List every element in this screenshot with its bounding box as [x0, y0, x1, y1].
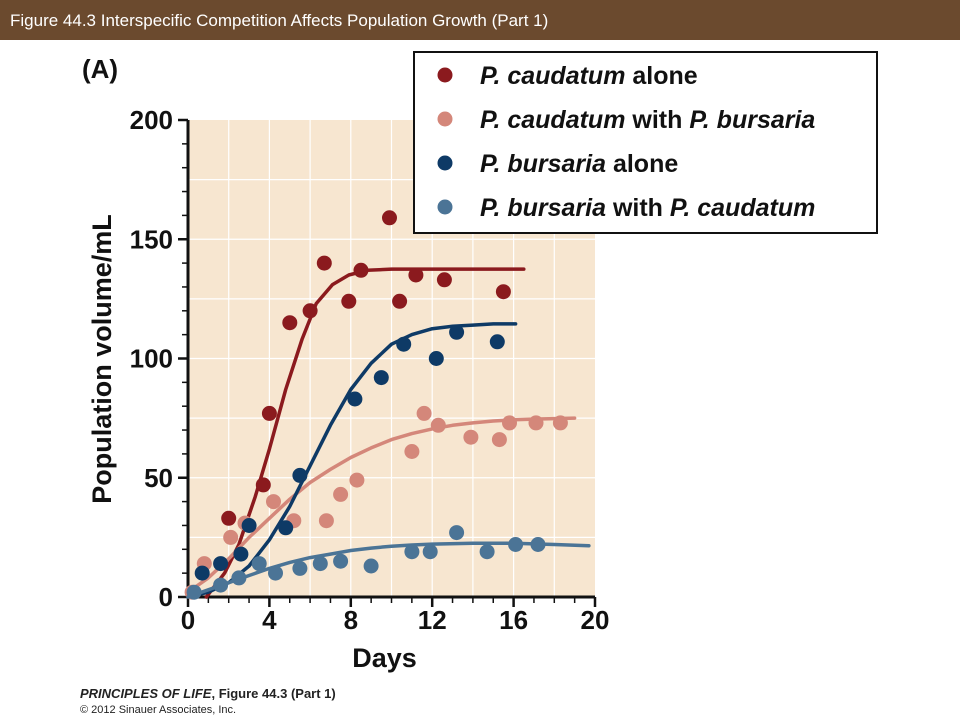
- legend-label-part: alone: [606, 150, 678, 178]
- data-point: [233, 546, 249, 562]
- data-point: [347, 391, 363, 407]
- x-tick-label: 0: [181, 605, 195, 635]
- legend-label: P. bursaria with P. caudatum: [480, 194, 815, 222]
- data-point: [223, 529, 239, 545]
- legend-marker: [437, 67, 453, 83]
- data-point: [404, 544, 420, 560]
- legend-label-part: alone: [625, 62, 697, 90]
- y-tick-label: 0: [159, 582, 173, 612]
- data-point: [266, 494, 281, 510]
- data-point: [430, 417, 446, 433]
- legend-box: [413, 51, 878, 234]
- data-point: [312, 556, 328, 572]
- data-point: [349, 472, 365, 488]
- data-point: [428, 351, 444, 366]
- fit-curve: [204, 267, 526, 599]
- y-tick-label: 100: [130, 344, 173, 374]
- data-point: [508, 537, 524, 552]
- legend-label-part: P. bursaria: [689, 106, 815, 134]
- data-point: [396, 336, 412, 352]
- data-point: [502, 415, 517, 431]
- data-point: [318, 513, 334, 529]
- data-point: [292, 560, 308, 576]
- figure-title: Figure 44.3 Interspecific Competition Af…: [10, 11, 549, 30]
- data-point: [373, 370, 389, 386]
- title-bar: Figure 44.3 Interspecific Competition Af…: [0, 0, 960, 40]
- data-point: [408, 267, 424, 283]
- data-point: [530, 537, 546, 552]
- series-1: [204, 210, 526, 599]
- y-tick-label: 50: [144, 463, 173, 493]
- data-point: [261, 405, 277, 421]
- data-point: [241, 518, 257, 533]
- data-point: [422, 544, 438, 560]
- data-point: [268, 565, 283, 581]
- data-point: [392, 293, 408, 309]
- legend-marker: [437, 155, 453, 171]
- data-point: [416, 405, 432, 421]
- legend-label-part: P. caudatum: [480, 106, 625, 134]
- legend-label: P. caudatum alone: [480, 62, 698, 90]
- x-axis-label: Days: [352, 643, 417, 673]
- data-point: [278, 520, 294, 536]
- data-point: [363, 558, 379, 574]
- x-tick-label: 4: [262, 605, 277, 635]
- data-point: [436, 272, 452, 288]
- x-tick-label: 20: [581, 605, 610, 635]
- footer-figure-ref: , Figure 44.3 (Part 1): [211, 686, 336, 701]
- legend-marker: [437, 111, 453, 127]
- legend-label-part: P. caudatum: [670, 194, 815, 222]
- data-point: [255, 477, 271, 493]
- panel-label: (A): [82, 54, 118, 84]
- legend-label: P. bursaria alone: [480, 150, 678, 178]
- data-point: [404, 444, 420, 459]
- data-point: [194, 565, 210, 581]
- data-point: [302, 303, 318, 319]
- data-point: [186, 584, 202, 600]
- legend-label-part: P. bursaria: [480, 150, 606, 178]
- data-point: [213, 577, 229, 593]
- footer-credit: PRINCIPLES OF LIFE, Figure 44.3 (Part 1): [80, 686, 336, 701]
- data-point: [341, 293, 357, 309]
- data-point: [528, 415, 544, 431]
- data-point: [463, 429, 479, 445]
- data-point: [495, 284, 511, 300]
- footer-copyright: © 2012 Sinauer Associates, Inc.: [80, 704, 237, 716]
- y-tick-label: 150: [130, 224, 173, 254]
- data-point: [552, 415, 568, 431]
- y-tick-label: 200: [130, 105, 173, 135]
- legend-label-part: with: [606, 194, 670, 222]
- data-point: [382, 210, 397, 226]
- data-point: [353, 262, 369, 278]
- data-point: [449, 324, 465, 340]
- data-point: [282, 315, 298, 331]
- legend-label: P. caudatum with P. bursaria: [480, 106, 815, 134]
- legend-label-part: P. caudatum: [480, 62, 625, 90]
- data-point: [231, 570, 247, 586]
- data-point: [489, 334, 505, 350]
- x-tick-label: 8: [344, 605, 358, 635]
- x-tick-label: 16: [499, 605, 528, 635]
- data-point: [316, 255, 332, 271]
- data-point: [292, 467, 308, 483]
- legend-marker: [437, 199, 453, 215]
- x-tick-label: 12: [418, 605, 447, 635]
- data-point: [449, 525, 465, 541]
- series-4: [186, 525, 591, 600]
- data-point: [333, 486, 349, 502]
- data-point: [221, 510, 237, 526]
- data-point: [251, 556, 267, 572]
- legend-label-part: with: [625, 106, 689, 134]
- y-axis-label: Population volume/mL: [87, 214, 117, 504]
- data-point: [479, 544, 495, 560]
- footer-book-title: PRINCIPLES OF LIFE: [80, 686, 212, 701]
- data-point: [333, 553, 349, 569]
- data-point: [213, 556, 229, 572]
- data-point: [491, 432, 507, 448]
- legend-label-part: P. bursaria: [480, 194, 606, 222]
